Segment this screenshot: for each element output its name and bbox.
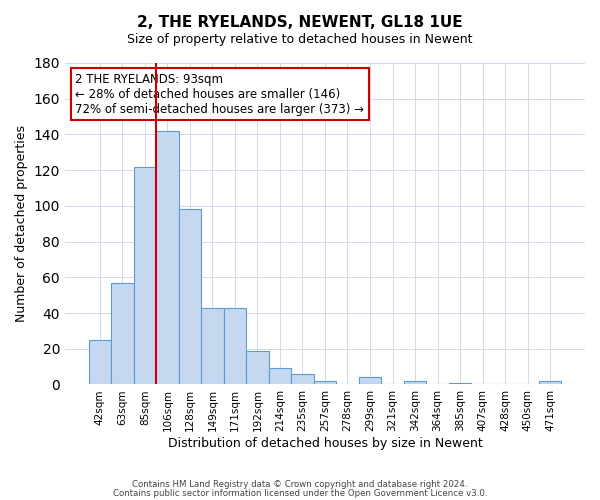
- Bar: [246, 350, 269, 384]
- Bar: [111, 282, 134, 384]
- Bar: [269, 368, 291, 384]
- Bar: [314, 381, 336, 384]
- Bar: [201, 308, 224, 384]
- Bar: [224, 308, 246, 384]
- Bar: [359, 378, 381, 384]
- Bar: [449, 382, 472, 384]
- Y-axis label: Number of detached properties: Number of detached properties: [15, 125, 28, 322]
- Text: Size of property relative to detached houses in Newent: Size of property relative to detached ho…: [127, 32, 473, 46]
- Bar: [89, 340, 111, 384]
- Bar: [179, 210, 201, 384]
- Bar: [156, 131, 179, 384]
- Text: Contains HM Land Registry data © Crown copyright and database right 2024.: Contains HM Land Registry data © Crown c…: [132, 480, 468, 489]
- Bar: [539, 381, 562, 384]
- Bar: [134, 166, 156, 384]
- Text: 2 THE RYELANDS: 93sqm
← 28% of detached houses are smaller (146)
72% of semi-det: 2 THE RYELANDS: 93sqm ← 28% of detached …: [76, 72, 364, 116]
- Text: 2, THE RYELANDS, NEWENT, GL18 1UE: 2, THE RYELANDS, NEWENT, GL18 1UE: [137, 15, 463, 30]
- Text: Contains public sector information licensed under the Open Government Licence v3: Contains public sector information licen…: [113, 488, 487, 498]
- X-axis label: Distribution of detached houses by size in Newent: Distribution of detached houses by size …: [167, 437, 482, 450]
- Bar: [404, 381, 426, 384]
- Bar: [291, 374, 314, 384]
